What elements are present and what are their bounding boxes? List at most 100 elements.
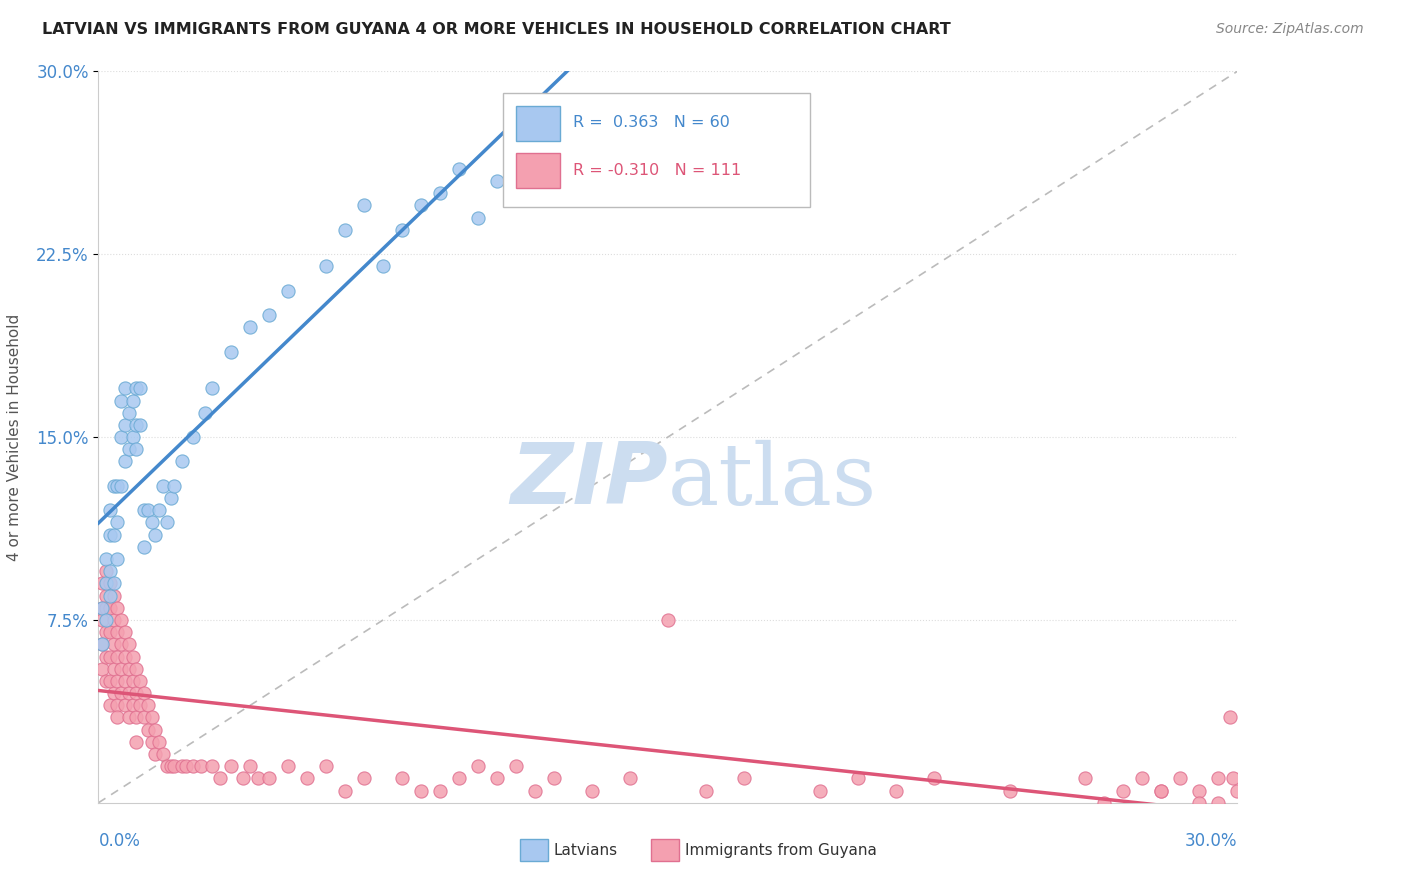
- Point: [125, 442, 148, 457]
- Point: [98, 589, 121, 603]
- Point: [335, 223, 357, 237]
- Point: [733, 772, 755, 786]
- Point: [125, 381, 148, 395]
- Point: [1219, 710, 1241, 724]
- Point: [391, 223, 413, 237]
- Point: [94, 625, 117, 640]
- Point: [121, 673, 143, 688]
- Point: [657, 613, 679, 627]
- Point: [103, 576, 125, 591]
- Point: [183, 759, 205, 773]
- Point: [183, 430, 205, 444]
- Point: [94, 673, 117, 688]
- Point: [107, 698, 129, 713]
- Point: [174, 759, 197, 773]
- Point: [429, 186, 451, 201]
- Point: [103, 527, 125, 541]
- Point: [91, 576, 114, 591]
- Point: [118, 686, 141, 700]
- Point: [107, 552, 129, 566]
- Point: [129, 673, 152, 688]
- Point: [94, 600, 117, 615]
- Point: [1094, 796, 1116, 810]
- Point: [163, 759, 186, 773]
- Point: [110, 430, 132, 444]
- Point: [353, 198, 375, 212]
- Point: [94, 613, 117, 627]
- Point: [103, 686, 125, 700]
- Point: [411, 198, 433, 212]
- Point: [91, 613, 114, 627]
- Text: 30.0%: 30.0%: [1185, 832, 1237, 850]
- Point: [449, 772, 471, 786]
- Point: [114, 454, 136, 468]
- Point: [1170, 772, 1192, 786]
- Point: [315, 759, 337, 773]
- Point: [94, 552, 117, 566]
- Point: [808, 783, 831, 797]
- Point: [114, 625, 136, 640]
- Point: [1150, 783, 1173, 797]
- Point: [141, 516, 163, 530]
- Point: [505, 150, 527, 164]
- Point: [107, 600, 129, 615]
- Point: [922, 772, 945, 786]
- Point: [132, 540, 155, 554]
- Point: [107, 673, 129, 688]
- Point: [259, 308, 281, 322]
- Point: [110, 613, 132, 627]
- FancyBboxPatch shape: [520, 839, 548, 862]
- Point: [103, 662, 125, 676]
- Point: [125, 662, 148, 676]
- Point: [543, 772, 565, 786]
- Text: Latvians: Latvians: [554, 843, 619, 858]
- Point: [91, 637, 114, 651]
- Point: [110, 393, 132, 408]
- Point: [118, 662, 141, 676]
- Point: [98, 649, 121, 664]
- Point: [91, 600, 114, 615]
- Point: [118, 406, 141, 420]
- Point: [190, 759, 212, 773]
- Point: [239, 320, 262, 334]
- Point: [132, 503, 155, 517]
- Point: [103, 589, 125, 603]
- Point: [141, 710, 163, 724]
- Text: R =  0.363   N = 60: R = 0.363 N = 60: [574, 115, 730, 130]
- Point: [619, 772, 641, 786]
- Point: [114, 649, 136, 664]
- Point: [107, 516, 129, 530]
- Point: [581, 783, 603, 797]
- Text: 0.0%: 0.0%: [98, 832, 141, 850]
- Point: [159, 491, 181, 505]
- Point: [449, 161, 471, 176]
- Point: [110, 686, 132, 700]
- Point: [125, 686, 148, 700]
- Point: [232, 772, 254, 786]
- Point: [98, 673, 121, 688]
- Point: [1222, 772, 1244, 786]
- Point: [107, 479, 129, 493]
- Point: [145, 723, 167, 737]
- Point: [98, 698, 121, 713]
- Point: [125, 417, 148, 432]
- Point: [1208, 796, 1230, 810]
- Point: [846, 772, 869, 786]
- Point: [103, 637, 125, 651]
- Point: [118, 710, 141, 724]
- Point: [98, 564, 121, 578]
- Point: [315, 260, 337, 274]
- Point: [98, 576, 121, 591]
- Point: [1150, 783, 1173, 797]
- Point: [221, 344, 243, 359]
- Point: [132, 710, 155, 724]
- Point: [221, 759, 243, 773]
- Point: [524, 125, 547, 139]
- Point: [98, 527, 121, 541]
- Point: [353, 772, 375, 786]
- Point: [194, 406, 217, 420]
- Point: [94, 589, 117, 603]
- Point: [152, 479, 174, 493]
- Point: [1112, 783, 1135, 797]
- Point: [136, 698, 159, 713]
